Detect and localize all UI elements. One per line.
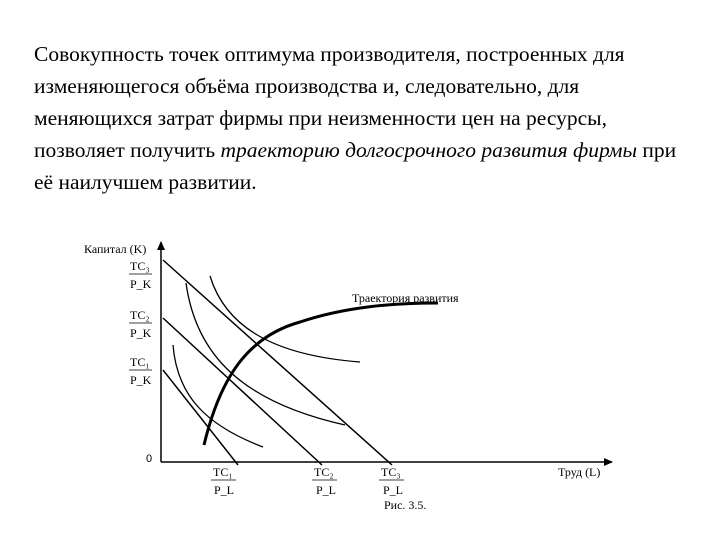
svg-text:TC₃: TC₃ — [381, 465, 401, 479]
figure-caption: Рис. 3.5. — [384, 498, 426, 512]
x-axis-label: Труд (L) — [558, 465, 600, 479]
svg-text:P_K: P_K — [130, 373, 152, 387]
svg-text:TC₁: TC₁ — [130, 355, 150, 369]
y-intercept-label-3: TC₃ P_K — [129, 259, 152, 291]
paragraph-emphasis: траекторию долгосрочного развития фирмы — [220, 138, 638, 162]
slide-paragraph: Совокупность точек оптимума производител… — [34, 38, 694, 198]
svg-text:TC₂: TC₂ — [130, 308, 150, 322]
svg-text:P_L: P_L — [316, 483, 336, 497]
expansion-path-curve — [202, 301, 439, 446]
y-axis-label: Капитал (K) — [84, 242, 146, 256]
svg-text:P_K: P_K — [130, 326, 152, 340]
isocost-line-3 — [162, 259, 393, 466]
x-intercept-label-2: TC₂ P_L — [312, 465, 337, 497]
origin-label: 0 — [146, 453, 152, 465]
svg-text:TC₃: TC₃ — [130, 259, 150, 273]
expansion-path-label: Траектория развития — [352, 291, 459, 305]
isoquant-3 — [209, 275, 361, 363]
svg-text:P_L: P_L — [214, 483, 234, 497]
x-intercept-label-1: TC₁ P_L — [211, 465, 236, 497]
paragraph-text: Совокупность точек оптимума производител… — [34, 42, 625, 162]
y-intercept-label-2: TC₂ P_K — [129, 308, 152, 340]
y-intercept-label-1: TC₁ P_K — [129, 355, 152, 387]
isoquant-1 — [172, 344, 264, 448]
svg-text:P_L: P_L — [383, 483, 403, 497]
svg-text:P_K: P_K — [130, 277, 152, 291]
paragraph-text-end: при её наилучшем развитии. — [34, 138, 677, 194]
isocost-line-1 — [162, 369, 239, 466]
svg-text:TC₁: TC₁ — [213, 465, 233, 479]
isoquant-2 — [185, 282, 346, 426]
isocost-line-2 — [162, 317, 323, 466]
x-intercept-label-3: TC₃ P_L — [379, 465, 404, 497]
svg-text:TC₂: TC₂ — [314, 465, 334, 479]
